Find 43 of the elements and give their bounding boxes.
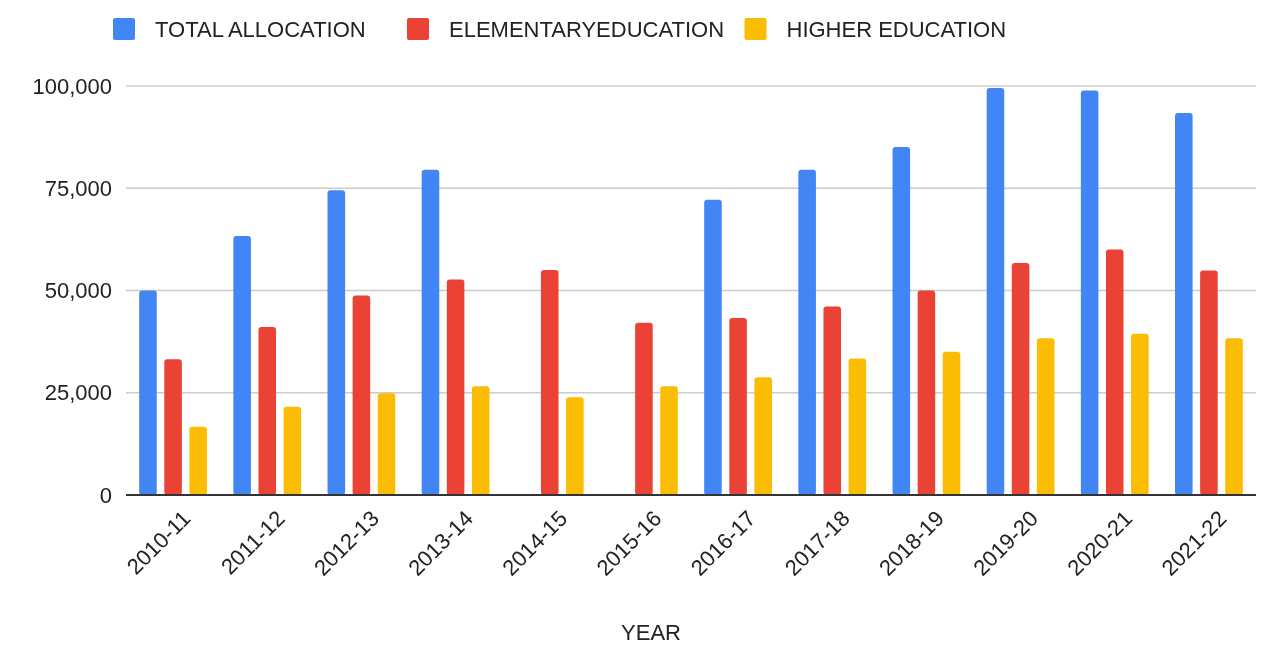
y-tick-label: 75,000 (44, 175, 112, 201)
bar (377, 393, 396, 495)
bar (471, 386, 490, 495)
bar (189, 426, 207, 495)
bar (1036, 338, 1055, 495)
bar (352, 295, 371, 495)
bar (1200, 270, 1218, 495)
y-tick-label: 100,000 (32, 73, 112, 99)
bar (421, 169, 440, 495)
legend-label: ELEMENTARYEDUCATION (449, 16, 725, 42)
bar (283, 406, 302, 495)
bar (754, 377, 772, 495)
bar (1131, 333, 1149, 495)
bar (1011, 263, 1030, 495)
y-tick-label: 25,000 (44, 380, 112, 406)
bar (233, 236, 251, 495)
bar (704, 199, 722, 495)
bar (917, 290, 936, 495)
bar (660, 386, 678, 495)
y-tick-label: 0 (99, 482, 112, 508)
y-tick-label: 50,000 (44, 278, 112, 304)
bar (566, 397, 584, 495)
bar (1105, 249, 1124, 495)
bar (446, 279, 465, 495)
bar (164, 359, 182, 495)
bar (139, 290, 157, 495)
bar (892, 146, 911, 495)
bar (1175, 112, 1193, 495)
bar (540, 270, 559, 495)
bar (798, 169, 816, 495)
bar (327, 190, 346, 495)
bar (258, 326, 277, 495)
legend-label: TOTAL ALLOCATION (155, 16, 366, 42)
bar (823, 306, 842, 495)
bar (635, 322, 653, 495)
x-axis-title: YEAR (621, 620, 681, 645)
bar (1080, 90, 1099, 495)
bar (729, 317, 747, 495)
bar (942, 351, 961, 495)
bar (1225, 338, 1243, 495)
bar (986, 88, 1005, 495)
legend-label: HIGHER EDUCATION (786, 16, 1007, 42)
bar (848, 358, 867, 495)
